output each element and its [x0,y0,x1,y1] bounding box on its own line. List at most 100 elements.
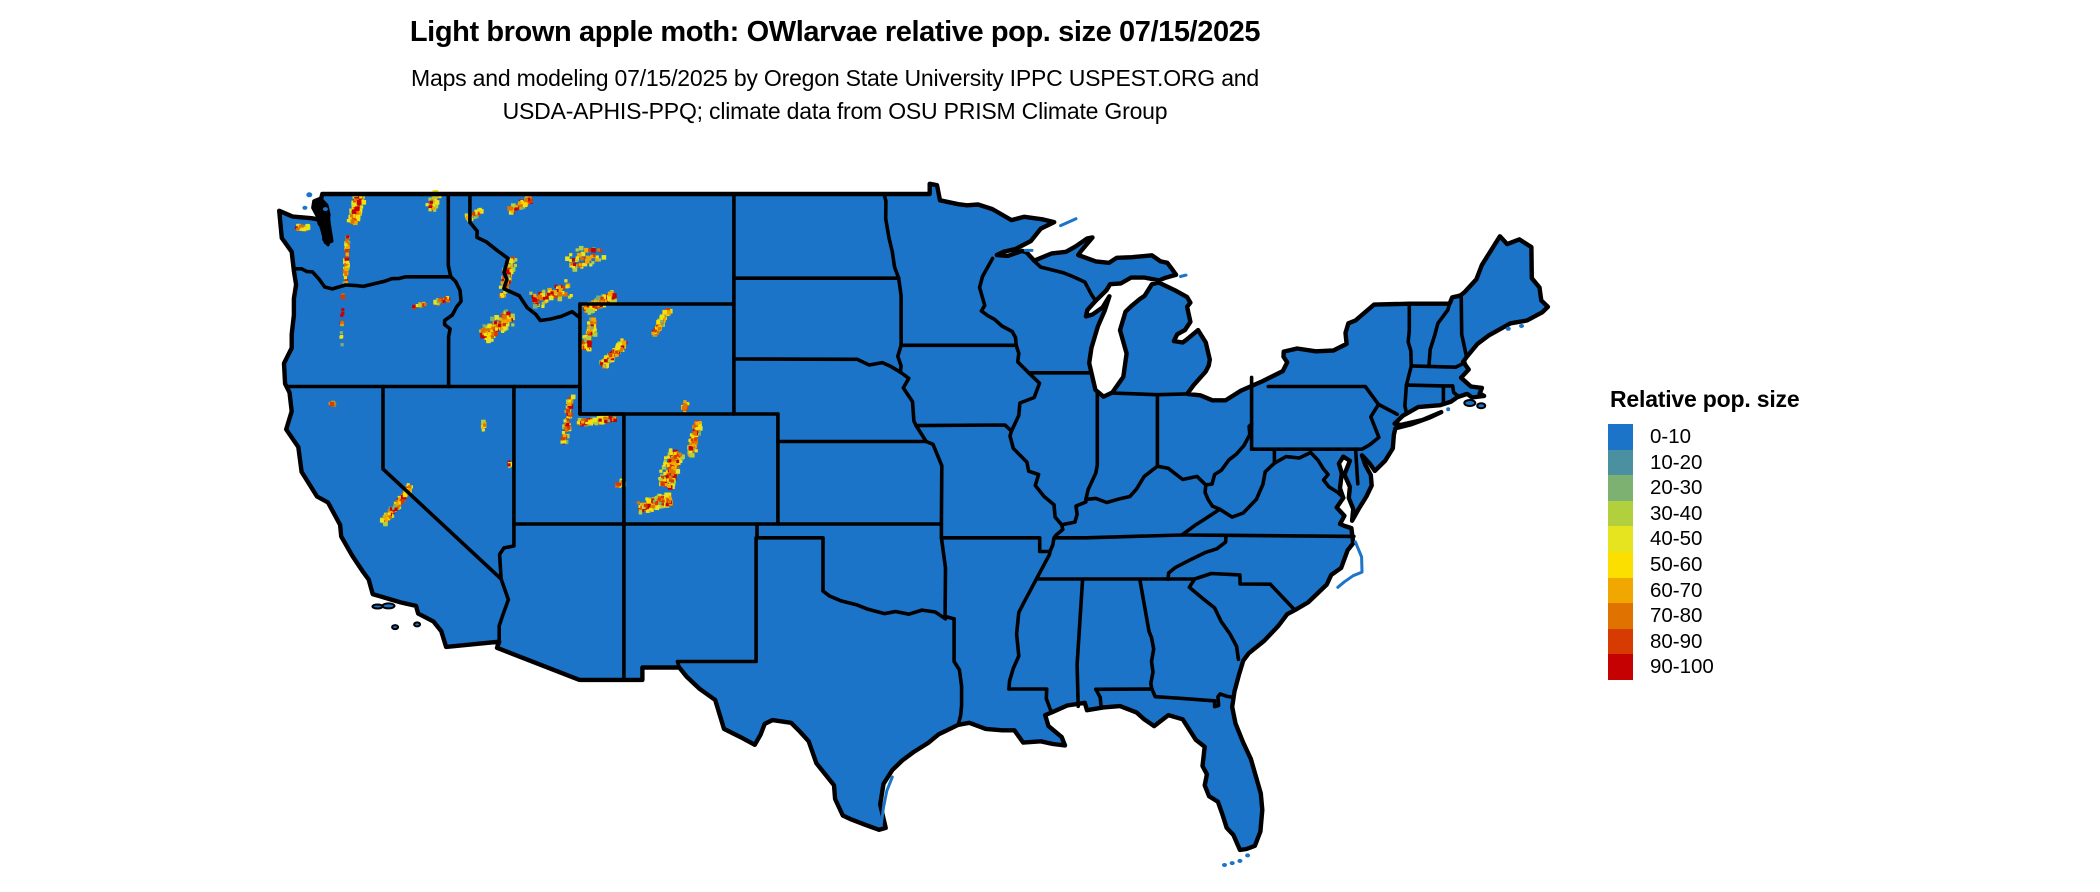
figure-title: Light brown apple moth: OWlarvae relativ… [409,16,1261,48]
state-border [381,384,503,581]
legend-swatch [1608,526,1633,552]
conus-outline [277,181,1551,853]
state-border [732,357,903,374]
state-border [1404,383,1455,388]
state-border [1459,293,1469,359]
legend-row: 70-80 [1608,603,1848,629]
legend-row: 0-10 [1608,424,1848,450]
isle-royale [1059,217,1078,228]
legend-label: 60-70 [1650,578,1703,602]
state-border [1204,422,1254,487]
state-border [1054,483,1222,540]
legend-swatch [1608,628,1633,655]
state-border [1180,533,1356,539]
legend-swatch [1608,551,1633,578]
channel-island [413,621,422,628]
legend-title: Relative pop. size [1610,386,1800,412]
state-border [1138,577,1156,691]
state-border [914,423,944,526]
legend-rows: 0-10 10-20 20-30 30-40 40-50 50-60 60-70 70-80 8… [1608,424,1848,680]
legend-label: 50-60 [1650,552,1703,576]
channel-island [391,624,400,631]
state-border [446,192,453,279]
state-border [1032,259,1098,303]
state-border [952,617,964,727]
figure-subtitle-line2: USDA-APHIS-PPQ; climate data from OSU PR… [502,98,1168,124]
maine-coast-island [1519,324,1524,328]
state-border [898,370,918,428]
puget-island [322,207,328,212]
strait-island [302,205,308,210]
state-border [1187,577,1241,662]
state-border [675,536,948,670]
legend-row: 20-30 [1608,475,1848,501]
state-border [497,384,516,581]
legend-label: 30-40 [1650,501,1703,525]
state-border [914,423,1014,433]
state-border [1427,301,1452,369]
state-border [497,577,511,644]
florida-keys [1229,861,1235,866]
state-border [939,536,1052,554]
florida-keys [1237,858,1243,863]
strait-island [306,192,313,198]
state-border [1166,533,1228,582]
legend-label: 40-50 [1650,527,1703,551]
state-border [1409,360,1467,369]
maine-coast-island [1505,326,1511,331]
legend-row: 30-40 [1608,500,1848,527]
legend-row: 80-90 [1608,628,1848,655]
legend-row: 60-70 [1608,577,1848,604]
legend-label: 70-80 [1650,604,1703,628]
legend-swatch [1608,449,1633,476]
legend-row: 40-50 [1608,526,1848,552]
padre-island-barrier [879,775,894,826]
legend-swatch [1608,577,1633,604]
channel-island [371,603,384,610]
state-border [1450,384,1460,398]
state-border [1192,571,1297,612]
state-border [468,192,582,323]
state-border [939,522,956,621]
legend-label: 90-100 [1650,655,1714,679]
drummond-island [1179,273,1188,278]
legend-label: 0-10 [1650,425,1692,448]
legend-swatch [1608,500,1633,527]
state-border [1266,384,1381,451]
figure-subtitle-line1: Maps and modeling 07/15/2025 by Oregon S… [411,65,1259,91]
state-border [1059,497,1088,527]
state-border [1094,687,1103,707]
legend-swatch [1608,654,1633,680]
state-border [1084,464,1208,505]
legend-swatch [1608,475,1633,501]
state-border [442,275,463,389]
florida-keys [1245,853,1251,858]
nantucket-island [1476,402,1487,410]
florida-keys [1222,863,1227,867]
legend-swatch [1608,424,1633,450]
outer-banks-barrier [1336,540,1364,589]
figure-header: Light brown apple moth: OWlarvae relativ… [0,16,1670,128]
legend-row: 50-60 [1608,551,1848,578]
state-border [977,256,1018,348]
map-legend: Relative pop. size 0-10 10-20 20-30 30-40 40… [1608,386,1848,680]
legend-swatch [1608,603,1633,629]
state-border [896,276,903,374]
marthas-vineyard-island [1463,399,1477,407]
state-border [1007,687,1053,714]
legend-label: 80-90 [1650,629,1703,653]
state-border [882,192,901,280]
conus-fill [279,183,1548,850]
legend-label: 10-20 [1650,450,1703,474]
legend-label: 20-30 [1650,476,1703,500]
legend-row: 10-20 [1608,449,1848,476]
state-border [1376,402,1399,417]
state-border [1084,391,1100,502]
channel-island [381,602,396,610]
state-border [1217,461,1277,519]
state-border [1094,687,1233,709]
state-border [1110,391,1189,397]
state-border [1353,447,1360,486]
